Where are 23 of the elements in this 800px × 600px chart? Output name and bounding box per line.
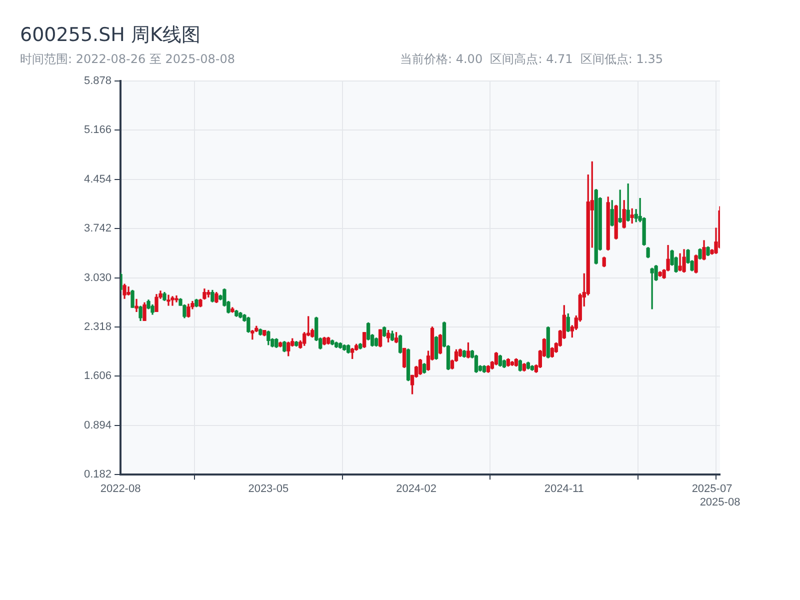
candlestick [630,208,634,224]
y-tick-label: 0.894 [84,419,112,432]
y-tick-label: 4.454 [84,173,112,186]
x-tick-label: 2025-07 [692,483,732,496]
candlestick [650,268,654,310]
y-tick-label: 0.182 [84,468,112,481]
chart-title: 600255.SH 周K线图 [20,23,200,48]
x-tick-label: 2024-11 [544,483,584,496]
candlestick [134,298,138,312]
y-tick-label: 5.166 [84,124,112,136]
x-tick-label: 2024-02 [396,483,436,496]
y-tick-label: 5.878 [84,75,112,88]
x-tick-label: 2022-08 [100,483,141,496]
chart-subtitle: 时间范围: 2022-08-26 至 2025-08-08 [20,51,235,68]
x-tick-label: 2023-05 [248,483,289,496]
y-tick-label: 3.742 [84,222,112,235]
x-tick-label: 2025-08 [700,496,740,508]
y-tick-label: 1.606 [84,370,112,382]
candlestick [166,294,170,306]
text: 当前价格: 4.00 区间高点: 4.71 区间低点: 1.35 [400,51,663,68]
y-tick-label: 2.318 [84,321,112,334]
y-tick-label: 3.030 [84,272,112,284]
candlestick [170,296,174,306]
